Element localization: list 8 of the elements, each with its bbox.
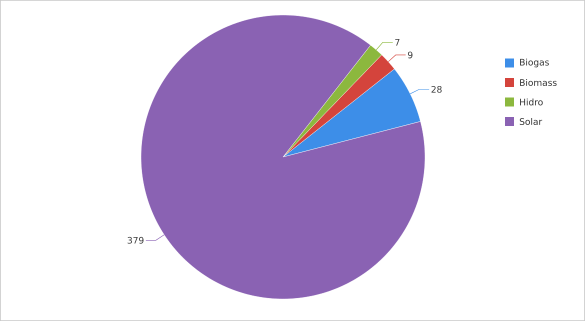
data-label: 379	[128, 236, 144, 244]
legend-label: Biomass	[520, 79, 557, 86]
legend-label: Solar	[520, 118, 542, 125]
data-label: 28	[432, 86, 442, 93]
data-label: 9	[408, 52, 412, 58]
data-label: 7	[395, 39, 400, 46]
legend-label: Biogas	[520, 58, 549, 68]
legend-label: Hidro	[520, 98, 543, 106]
